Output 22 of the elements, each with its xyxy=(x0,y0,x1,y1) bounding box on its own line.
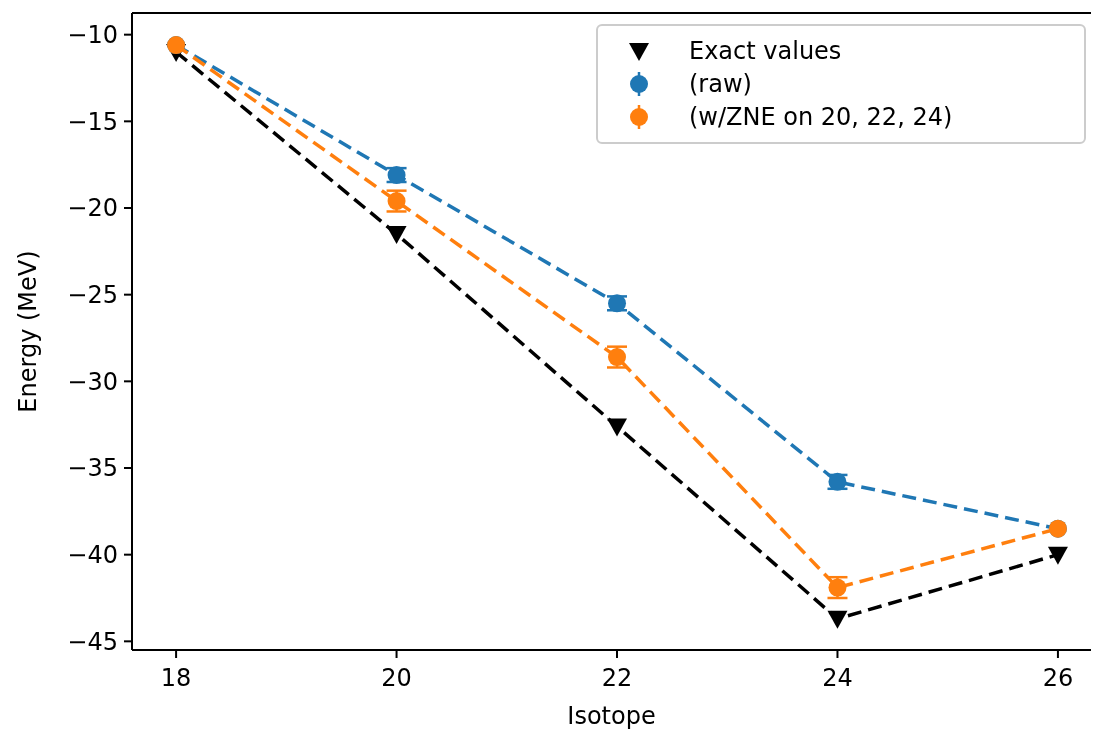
x-tick-label: 24 xyxy=(822,664,853,692)
y-tick-label: −10 xyxy=(67,21,118,50)
x-tick-label: 26 xyxy=(1042,664,1074,692)
x-tick-label: 20 xyxy=(381,664,412,692)
y-tick-label: −25 xyxy=(67,281,118,310)
legend-label: (w/ZNE on 20, 22, 24) xyxy=(689,103,953,132)
x-axis-title: Isotope xyxy=(567,702,656,730)
y-axis-title: Energy (MeV) xyxy=(14,250,42,413)
y-tick-label: −45 xyxy=(67,627,118,656)
point xyxy=(607,418,628,437)
y-tick-label: −35 xyxy=(67,454,118,483)
y-tick-label: −30 xyxy=(67,367,118,396)
legend-label: Exact values xyxy=(689,37,842,66)
y-tick-label: −40 xyxy=(67,541,118,570)
x-tick-label: 22 xyxy=(601,664,633,692)
point xyxy=(1047,546,1068,565)
y-tick-label: −15 xyxy=(67,107,118,136)
point xyxy=(827,610,848,629)
y-tick-label: −20 xyxy=(67,194,118,223)
legend-label: (raw) xyxy=(689,70,752,99)
x-tick-label: 18 xyxy=(160,664,192,692)
point xyxy=(386,226,407,244)
